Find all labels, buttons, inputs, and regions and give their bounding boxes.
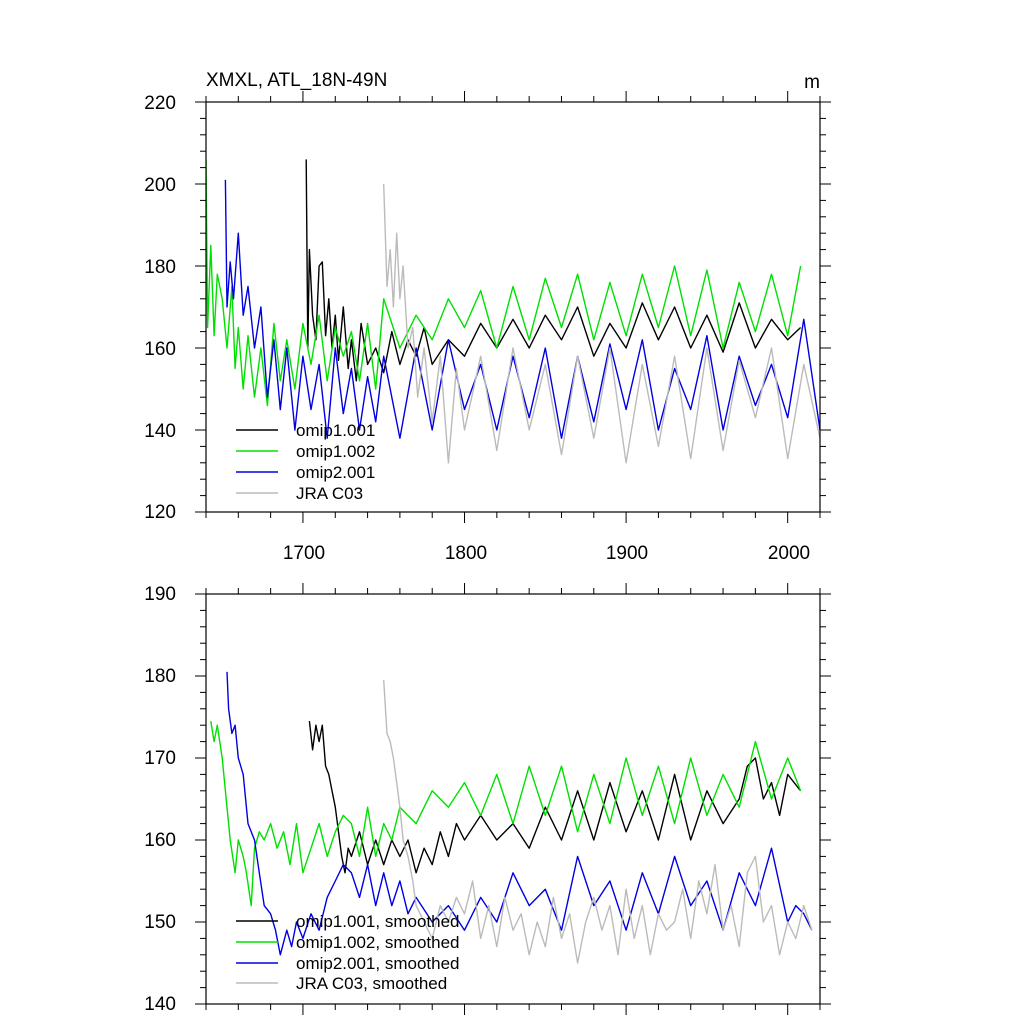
x-tick-label: 1700 <box>283 543 325 564</box>
y-tick-label: 140 <box>144 421 176 442</box>
legend: omip1.001, smoothed omip1.002, smoothed … <box>236 912 460 993</box>
y-tick-label: 140 <box>144 994 176 1015</box>
y-tick-label: 160 <box>144 339 176 360</box>
legend: omip1.001 omip1.002 omip2.001 JRA C03 <box>236 421 375 503</box>
legend-label: omip1.002, smoothed <box>296 933 460 952</box>
y-tick-label: 160 <box>144 830 176 851</box>
legend-label: omip2.001 <box>296 463 375 482</box>
series-lines <box>210 671 813 964</box>
x-axis-tick-labels: 1700 1800 1900 2000 <box>283 543 810 564</box>
series-line-jra-c03 <box>383 183 820 464</box>
legend-label: omip1.001, smoothed <box>296 912 460 931</box>
series-line-omip1-002 <box>206 159 802 407</box>
top-panel: XMXL, ATL_18N-49N m 120 140 160 180 200 … <box>144 70 831 564</box>
y-tick-label: 150 <box>144 912 176 933</box>
y-tick-label: 180 <box>144 257 176 278</box>
legend-label: omip1.002 <box>296 442 375 461</box>
y-tick-label: 180 <box>144 666 176 687</box>
x-tick-label: 1800 <box>445 543 487 564</box>
legend-label: omip2.001, smoothed <box>296 954 460 973</box>
series-line-jra-c03-smoothed <box>383 680 813 964</box>
y-axis-tick-labels: 120 140 160 180 200 220 <box>144 93 176 523</box>
bottom-panel: 140 150 160 170 180 190 omip1.001, smoot… <box>144 583 831 1015</box>
y-tick-label: 170 <box>144 748 176 769</box>
x-tick-label: 2000 <box>768 543 810 564</box>
series-line-omip1-001-smoothed <box>308 721 802 874</box>
panel-title: XMXL, ATL_18N-49N <box>206 70 387 91</box>
legend-label: JRA C03 <box>296 484 363 503</box>
legend-label: JRA C03, smoothed <box>296 974 447 993</box>
x-tick-label: 1900 <box>606 543 648 564</box>
y-tick-label: 200 <box>144 175 176 196</box>
y-tick-label: 190 <box>144 584 176 605</box>
series-lines <box>206 159 820 464</box>
y-axis-tick-labels: 140 150 160 170 180 190 <box>144 584 176 1015</box>
y-tick-label: 220 <box>144 93 176 114</box>
legend-label: omip1.001 <box>296 421 375 440</box>
series-line-omip1-001 <box>305 159 802 382</box>
tick-marks <box>195 91 831 523</box>
plot-frame <box>205 101 821 513</box>
y-tick-label: 120 <box>144 502 176 523</box>
series-line-omip1-002-smoothed <box>210 720 802 907</box>
series-line-omip2-001 <box>224 179 820 439</box>
units-label: m <box>804 72 820 93</box>
tick-marks <box>195 583 831 1015</box>
series-line-omip2-001-smoothed <box>226 671 813 956</box>
plot-frame <box>205 593 821 1005</box>
